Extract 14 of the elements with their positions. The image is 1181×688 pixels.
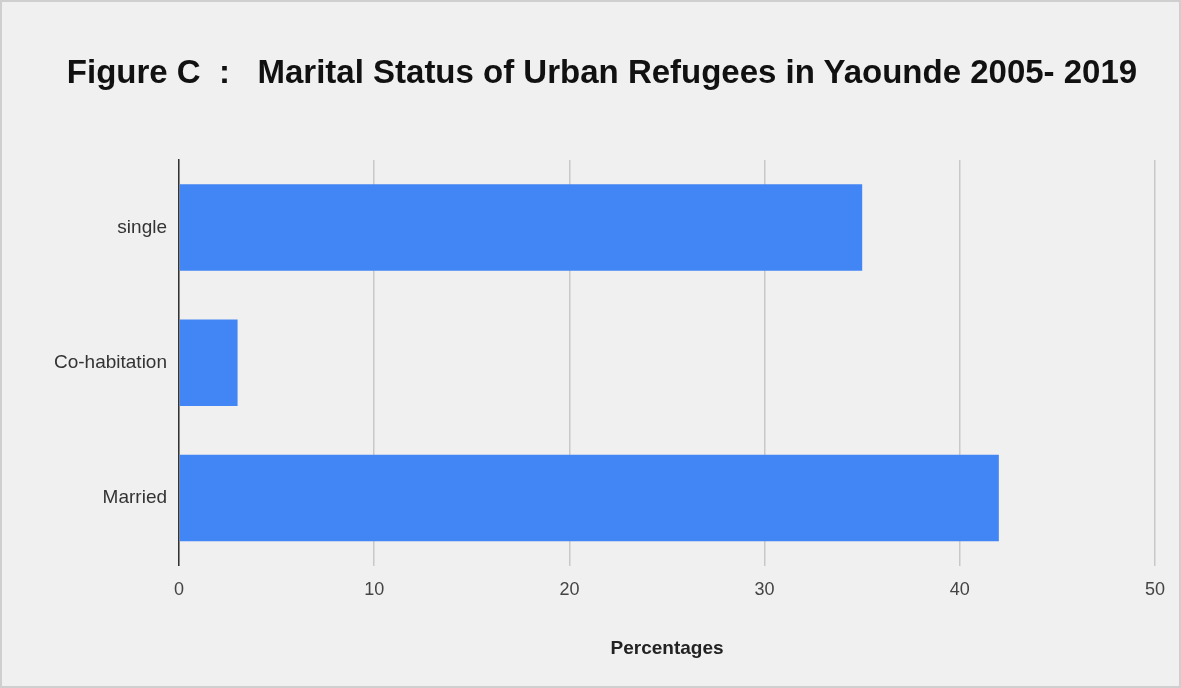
x-tick-label: 20 [559, 579, 580, 600]
y-tick-label: single [117, 215, 168, 237]
x-tick-label: 30 [754, 579, 775, 600]
chart-title: Figure C : Marital Status of Urban Refugees in Yaounde 2005- 2019 [65, 52, 1139, 92]
x-tick-label: 10 [364, 579, 385, 600]
bar [179, 454, 999, 542]
x-tick-label: 50 [1144, 579, 1165, 600]
y-tick-label: Co-habitation [53, 351, 168, 373]
y-tick-label: Married [102, 486, 168, 508]
bar [179, 184, 863, 271]
x-tick-label: 0 [174, 579, 185, 600]
x-tick-label: 40 [949, 579, 970, 600]
x-axis-title: Percentages [610, 636, 724, 658]
bar [179, 319, 238, 407]
